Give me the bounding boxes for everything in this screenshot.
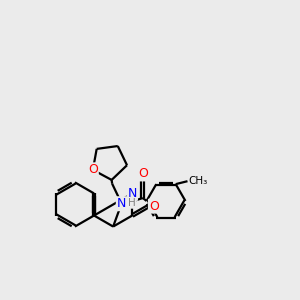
- Text: CH₃: CH₃: [188, 176, 208, 186]
- Text: H: H: [128, 198, 136, 208]
- Text: N: N: [117, 197, 126, 210]
- Text: O: O: [149, 200, 159, 213]
- Text: O: O: [138, 167, 148, 180]
- Text: N: N: [128, 187, 137, 200]
- Text: O: O: [88, 163, 98, 176]
